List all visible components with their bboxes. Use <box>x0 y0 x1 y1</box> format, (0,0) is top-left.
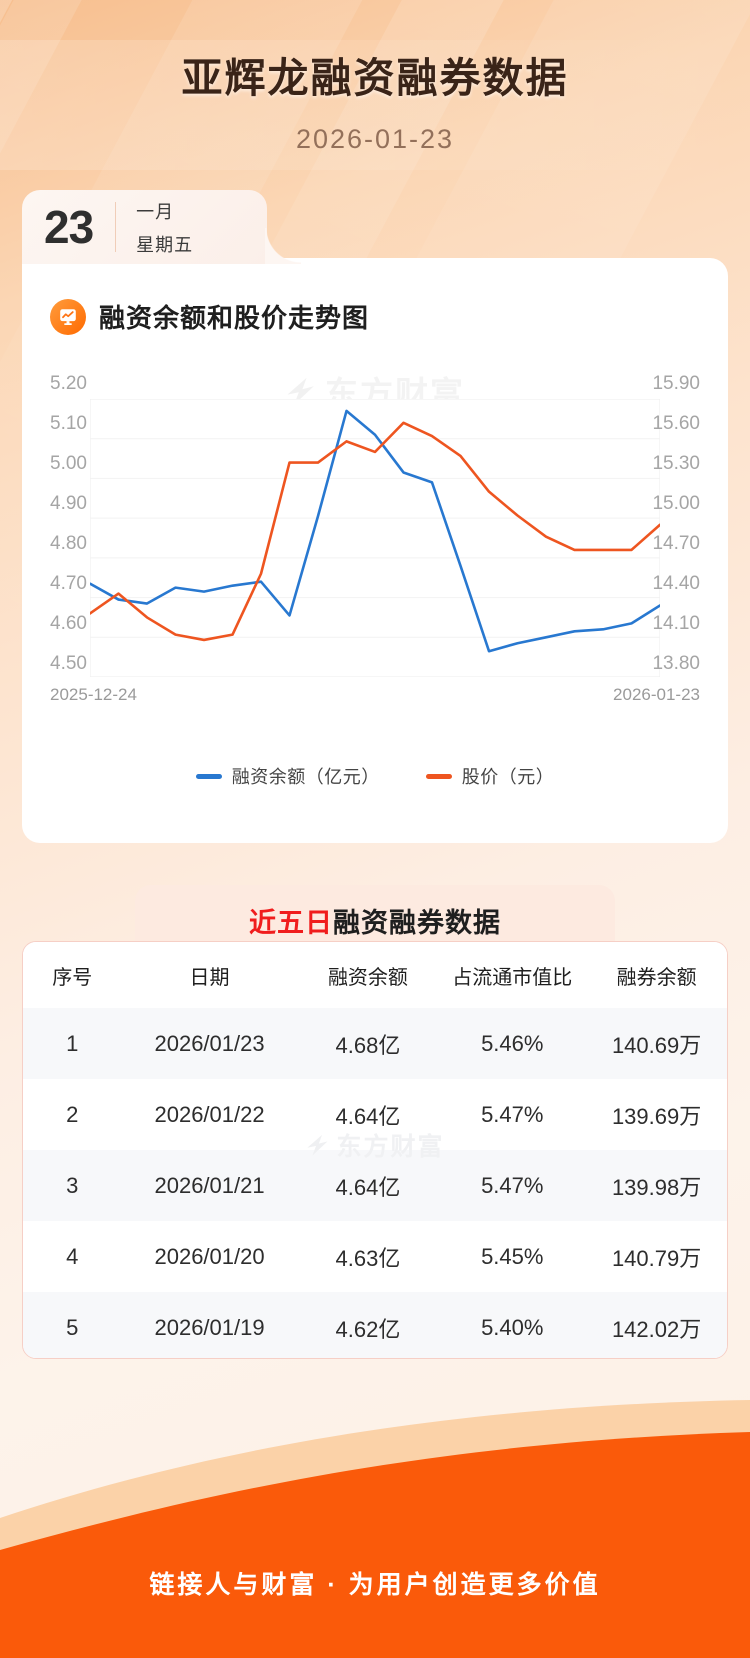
y-tick-left-7: 4.50 <box>50 653 87 674</box>
cell-short-balance: 139.69万 <box>611 1103 702 1129</box>
date-day-number: 23 <box>44 201 94 253</box>
cell-margin-balance: 4.68亿 <box>335 1032 401 1058</box>
cell-date: 2026/01/19 <box>154 1314 265 1340</box>
cell-no: 3 <box>66 1172 79 1198</box>
cell-date: 2026/01/22 <box>154 1101 265 1127</box>
legend-swatch-stock-price <box>425 773 452 779</box>
page-date-subtitle: 2026-01-23 <box>295 124 455 154</box>
cell-date: 2026/01/20 <box>154 1243 265 1269</box>
chart-plot-area <box>90 399 660 677</box>
date-divider <box>115 202 117 252</box>
footer-slogan: 链接人与财富 · 为用户创造更多价值 <box>149 1571 601 1599</box>
legend-label-margin-balance: 融资余额（亿元） <box>231 767 380 787</box>
col-header-margin-balance: 融资余额 <box>297 942 439 1008</box>
table-banner-rest: 融资融券数据 <box>333 907 501 938</box>
data-table-container: 东方财富 序号 日期 融资余额 占流通市值比 融券余额 1 2026/01/23 4… <box>22 941 728 1359</box>
y-tick-right-7: 13.80 <box>652 653 700 674</box>
y-tick-left-0: 5.20 <box>50 373 87 394</box>
chart-card: 融资余额和股价走势图 东方财富 5.20 5.10 5.00 4.90 4.80… <box>22 258 728 843</box>
cell-no: 5 <box>66 1314 79 1340</box>
table-header-row: 序号 日期 融资余额 占流通市值比 融券余额 <box>23 942 727 1008</box>
legend-swatch-margin-balance <box>195 773 222 779</box>
x-tick-end: 2026-01-23 <box>613 685 700 704</box>
y-tick-left-3: 4.90 <box>50 493 87 514</box>
legend-item-stock-price[interactable]: 股价（元） <box>425 763 555 789</box>
x-tick-start: 2025-12-24 <box>50 685 137 704</box>
y-tick-right-3: 15.00 <box>652 493 700 514</box>
date-month: 一月 <box>136 201 175 222</box>
cell-margin-balance: 4.64亿 <box>335 1174 401 1200</box>
y-tick-right-4: 14.70 <box>652 533 700 554</box>
page-title: 亚辉龙融资融券数据 <box>181 55 569 101</box>
col-header-short-balance: 融券余额 <box>586 942 727 1008</box>
chart-legend: 融资余额（亿元） 股价（元） <box>22 763 728 789</box>
table-row[interactable]: 1 2026/01/23 4.68亿 5.46% 140.69万 <box>23 1008 727 1079</box>
cell-date: 2026/01/21 <box>154 1172 265 1198</box>
table-row[interactable]: 5 2026/01/19 4.62亿 5.40% 142.02万 <box>23 1292 727 1358</box>
col-header-no: 序号 <box>23 942 122 1008</box>
chart-plot-wrapper: 东方财富 5.20 5.10 5.00 4.90 4.80 4.70 4.60 … <box>48 373 702 704</box>
y-tick-left-4: 4.80 <box>50 533 87 554</box>
footer-wave-decoration <box>0 1398 750 1658</box>
y-tick-left-5: 4.70 <box>50 573 87 594</box>
page-header: 亚辉龙融资融券数据 2026-01-23 <box>0 0 750 155</box>
y-tick-left-2: 5.00 <box>50 453 87 474</box>
col-header-pct-float: 占流通市值比 <box>438 942 587 1008</box>
cell-short-balance: 140.69万 <box>611 1032 702 1058</box>
y-tick-right-6: 14.10 <box>652 613 700 634</box>
y-tick-right-1: 15.60 <box>652 413 700 434</box>
cell-pct-float: 5.46% <box>481 1030 544 1056</box>
y-tick-right-0: 15.90 <box>652 373 700 394</box>
y-tick-left-6: 4.60 <box>50 613 87 634</box>
y-tick-left-1: 5.10 <box>50 413 87 434</box>
cell-date: 2026/01/23 <box>154 1030 265 1056</box>
chart-header: 融资余额和股价走势图 <box>22 258 728 335</box>
table-banner-highlight: 近五日 <box>249 907 333 938</box>
cell-margin-balance: 4.62亿 <box>335 1316 401 1342</box>
cell-pct-float: 5.47% <box>481 1172 544 1198</box>
cell-margin-balance: 4.63亿 <box>335 1245 401 1271</box>
cell-pct-float: 5.45% <box>481 1243 544 1269</box>
chart-title: 融资余额和股价走势图 <box>99 303 370 333</box>
legend-item-margin-balance[interactable]: 融资余额（亿元） <box>195 763 380 789</box>
cell-no: 4 <box>66 1243 79 1269</box>
chart-monitor-icon <box>50 298 86 335</box>
cell-margin-balance: 4.64亿 <box>335 1103 401 1129</box>
cell-short-balance: 139.98万 <box>611 1174 702 1200</box>
col-header-date: 日期 <box>121 942 298 1008</box>
date-tab: 23 一月 星期五 <box>22 190 301 264</box>
cell-pct-float: 5.47% <box>481 1101 544 1127</box>
y-tick-right-2: 15.30 <box>652 453 700 474</box>
legend-label-stock-price: 股价（元） <box>461 767 555 787</box>
margin-trading-table: 序号 日期 融资余额 占流通市值比 融券余额 1 2026/01/23 4.68亿 5… <box>23 942 727 1358</box>
table-row[interactable]: 4 2026/01/20 4.63亿 5.45% 140.79万 <box>23 1221 727 1292</box>
y-tick-right-5: 14.40 <box>652 573 700 594</box>
cell-no: 2 <box>66 1101 79 1127</box>
chart-axis-labels: 5.20 5.10 5.00 4.90 4.80 4.70 4.60 4.50 … <box>48 373 702 704</box>
cell-pct-float: 5.40% <box>481 1314 544 1340</box>
cell-short-balance: 142.02万 <box>611 1316 702 1342</box>
cell-short-balance: 140.79万 <box>611 1245 702 1271</box>
date-weekday: 星期五 <box>136 234 194 255</box>
table-row[interactable]: 3 2026/01/21 4.64亿 5.47% 139.98万 <box>23 1150 727 1221</box>
cell-no: 1 <box>66 1030 79 1056</box>
table-row[interactable]: 2 2026/01/22 4.64亿 5.47% 139.69万 <box>23 1079 727 1150</box>
